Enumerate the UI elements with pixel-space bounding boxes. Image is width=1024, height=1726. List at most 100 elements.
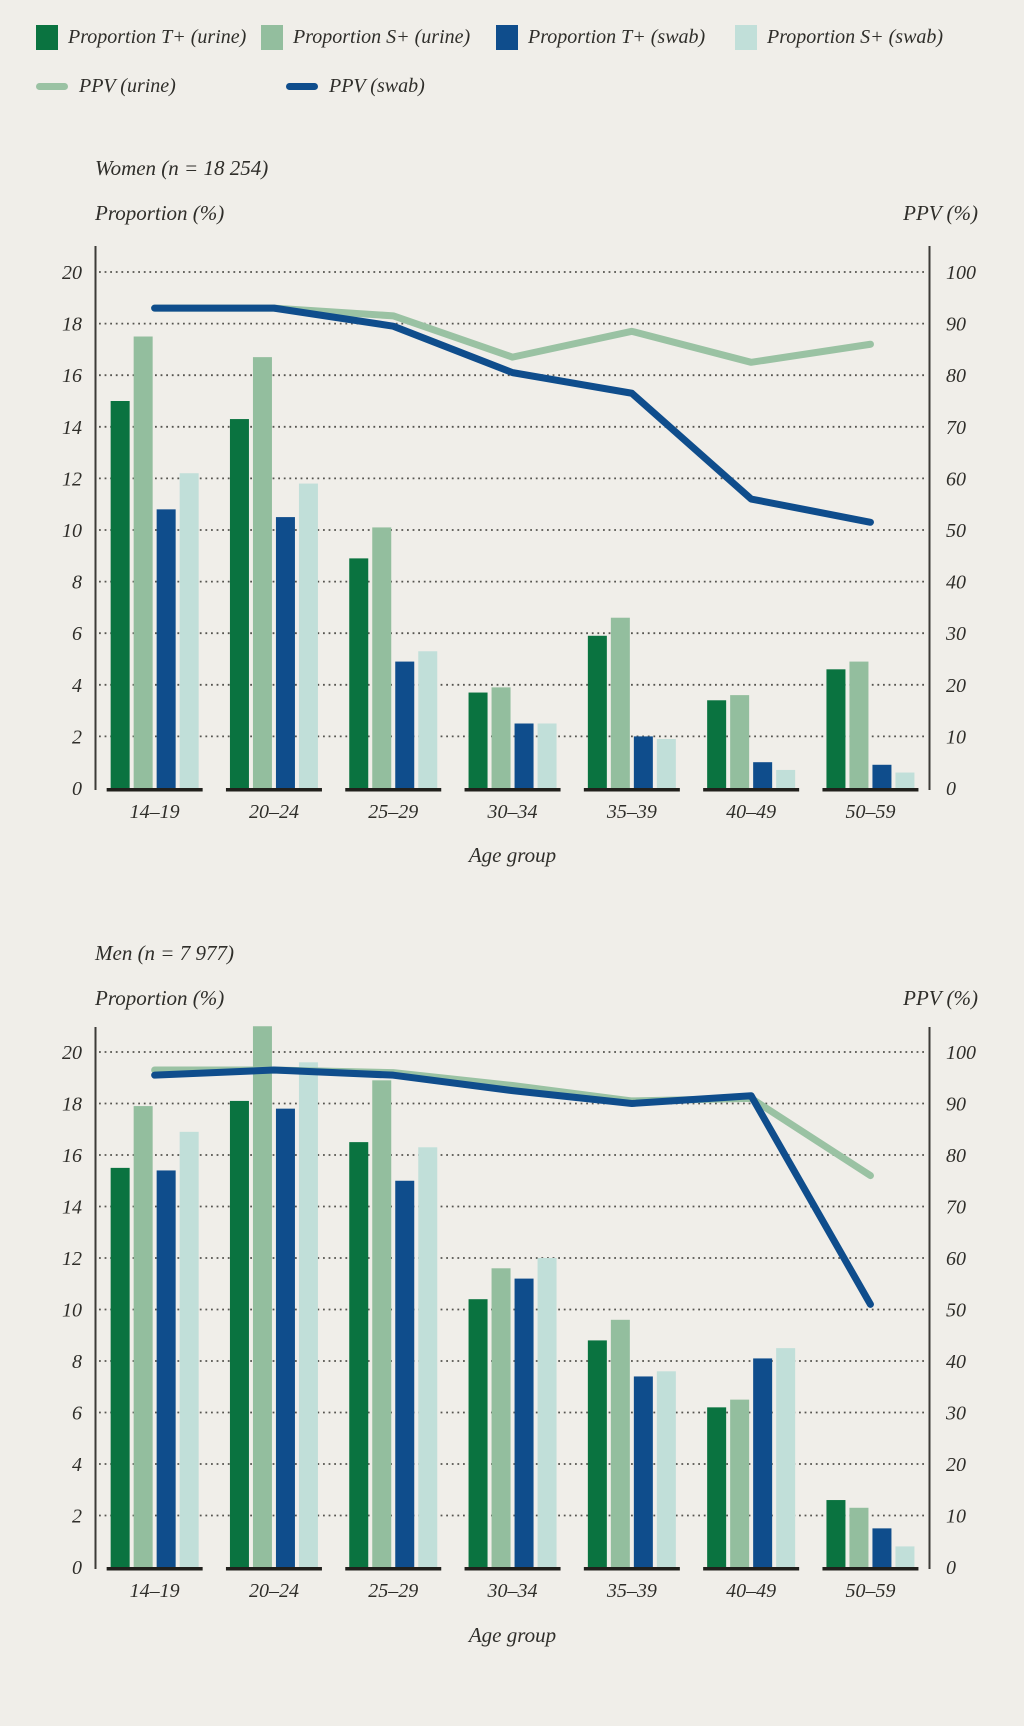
women-chart: 0 2 4 6 8 10 12 14 16 18 20 0 10 20 30 40 50 60 70 80 90 100 1… bbox=[62, 246, 976, 823]
men-left-tick-0: 0 bbox=[72, 1557, 82, 1579]
men-bar-20-24-t-swab bbox=[275, 1108, 295, 1567]
women-left-tick-10: 10 bbox=[62, 520, 82, 542]
women-chart-title: Women (n = 18 254) bbox=[95, 156, 269, 180]
women-xlabel-50-59: 50–59 bbox=[845, 801, 895, 823]
women-bar-14-19-s-swab bbox=[179, 473, 199, 788]
men-bar-40-49-s-urine bbox=[730, 1399, 750, 1567]
women-right-tick-40: 40 bbox=[946, 572, 966, 594]
men-bar-25-29-t-swab bbox=[395, 1180, 415, 1567]
men-xlabel-35-39: 35–39 bbox=[606, 1580, 657, 1602]
women-right-tick-0: 0 bbox=[946, 778, 956, 800]
men-left-tick-14: 14 bbox=[62, 1197, 82, 1219]
women-left-tick-4: 4 bbox=[72, 675, 82, 697]
legend-label: Proportion S+ (swab) bbox=[767, 25, 944, 48]
women-right-tick-50: 50 bbox=[946, 520, 966, 542]
men-left-tick-6: 6 bbox=[72, 1403, 82, 1425]
proportion-s-urine-swatch-icon bbox=[261, 24, 283, 50]
men-bar-35-39-s-urine bbox=[610, 1319, 630, 1567]
women-line-ppv-urine bbox=[151, 304, 874, 366]
women-right-tick-70: 70 bbox=[946, 417, 966, 439]
women-bar-30-34-s-swab bbox=[537, 723, 557, 788]
men-bar-20-24-t-urine bbox=[229, 1100, 249, 1567]
women-xlabel-25-29: 25–29 bbox=[368, 801, 418, 823]
women-right-tick-100: 100 bbox=[946, 262, 976, 284]
men-bar-20-24-s-urine bbox=[252, 1026, 272, 1567]
men-bar-35-39-s-swab bbox=[656, 1371, 676, 1567]
men-right-tick-20: 20 bbox=[946, 1454, 966, 1476]
men-bar-30-34-s-swab bbox=[537, 1258, 557, 1567]
legend-item-ppv-urine: PPV (urine) bbox=[36, 71, 176, 101]
men-bar-25-29-s-urine bbox=[372, 1080, 392, 1567]
men-bar-25-29-t-urine bbox=[349, 1142, 369, 1567]
women-left-tick-12: 12 bbox=[62, 468, 82, 490]
women-bar-25-29-t-swab bbox=[395, 661, 415, 788]
men-left-tick-16: 16 bbox=[62, 1145, 82, 1167]
women-right-tick-60: 60 bbox=[946, 468, 966, 490]
men-xlabel-30-34: 30–34 bbox=[487, 1580, 538, 1602]
women-left-tick-8: 8 bbox=[72, 572, 82, 594]
women-bar-50-59-s-urine bbox=[849, 661, 869, 788]
women-bar-40-49-s-urine bbox=[730, 695, 750, 788]
women-bar-20-24-s-swab bbox=[298, 483, 318, 788]
women-bar-40-49-t-swab bbox=[753, 762, 773, 788]
men-bar-35-39-t-urine bbox=[587, 1340, 607, 1567]
women-bar-20-24-t-urine bbox=[229, 419, 249, 788]
women-bar-14-19-t-swab bbox=[156, 509, 176, 788]
men-bar-30-34-t-urine bbox=[468, 1299, 488, 1567]
men-xlabel-40-49: 40–49 bbox=[726, 1580, 776, 1602]
men-bar-30-34-s-urine bbox=[491, 1268, 511, 1567]
men-bar-35-39-t-swab bbox=[633, 1376, 653, 1567]
women-left-tick-18: 18 bbox=[62, 314, 82, 336]
men-bar-50-59-s-urine bbox=[849, 1507, 869, 1567]
men-bar-20-24-s-swab bbox=[298, 1062, 318, 1567]
women-right-tick-30: 30 bbox=[945, 623, 966, 645]
women-right-tick-80: 80 bbox=[946, 365, 966, 387]
legend-item-proportion-t-urine: Proportion T+ (urine) bbox=[36, 22, 246, 52]
women-bar-25-29-s-urine bbox=[372, 527, 392, 788]
men-xaxis-title: Age group bbox=[468, 1623, 557, 1647]
men-left-tick-18: 18 bbox=[62, 1094, 82, 1116]
men-left-tick-4: 4 bbox=[72, 1454, 82, 1476]
men-bar-50-59-t-urine bbox=[826, 1500, 846, 1567]
men-left-axis-title: Proportion (%) bbox=[95, 986, 225, 1010]
women-bar-30-34-t-urine bbox=[468, 692, 488, 788]
men-right-tick-10: 10 bbox=[946, 1506, 966, 1528]
women-right-tick-90: 90 bbox=[946, 314, 966, 336]
women-left-tick-6: 6 bbox=[72, 623, 82, 645]
women-left-axis-title: Proportion (%) bbox=[95, 201, 225, 225]
women-left-tick-16: 16 bbox=[62, 365, 82, 387]
women-right-axis-title: PPV (%) bbox=[903, 201, 978, 225]
men-left-tick-8: 8 bbox=[72, 1351, 82, 1373]
legend-item-ppv-swab: PPV (swab) bbox=[286, 71, 425, 101]
men-left-tick-10: 10 bbox=[62, 1300, 82, 1322]
legend-label: Proportion S+ (urine) bbox=[293, 25, 471, 48]
women-left-tick-14: 14 bbox=[62, 417, 82, 439]
women-xaxis-title: Age group bbox=[468, 843, 557, 867]
women-bar-14-19-s-urine bbox=[133, 336, 153, 788]
men-bar-14-19-t-swab bbox=[156, 1170, 176, 1567]
ppv-urine-line-swatch-icon bbox=[36, 82, 68, 90]
legend-label: Proportion T+ (swab) bbox=[528, 25, 706, 48]
men-right-tick-60: 60 bbox=[946, 1248, 966, 1270]
women-line-ppv-swab bbox=[151, 304, 874, 526]
women-left-tick-20: 20 bbox=[62, 262, 82, 284]
proportion-t-urine-swatch-icon bbox=[36, 24, 58, 50]
women-right-tick-10: 10 bbox=[946, 726, 966, 748]
legend-item-proportion-s-urine: Proportion S+ (urine) bbox=[261, 22, 470, 52]
men-left-tick-20: 20 bbox=[62, 1042, 82, 1064]
women-right-tick-20: 20 bbox=[946, 675, 966, 697]
legend-label: PPV (swab) bbox=[329, 74, 425, 97]
legend-label: PPV (urine) bbox=[79, 74, 176, 97]
legend-item-proportion-s-swab: Proportion S+ (swab) bbox=[735, 22, 943, 52]
men-right-tick-30: 30 bbox=[945, 1403, 966, 1425]
women-xlabel-20-24: 20–24 bbox=[249, 801, 299, 823]
men-chart-title: Men (n = 7 977) bbox=[95, 941, 234, 965]
men-line-ppv-swab bbox=[151, 1066, 874, 1308]
men-bar-40-49-s-swab bbox=[776, 1348, 796, 1567]
women-left-tick-2: 2 bbox=[72, 726, 82, 748]
women-bar-50-59-t-urine bbox=[826, 669, 846, 788]
men-right-tick-90: 90 bbox=[946, 1094, 966, 1116]
men-xlabel-50-59: 50–59 bbox=[845, 1580, 895, 1602]
men-right-axis-title: PPV (%) bbox=[903, 986, 978, 1010]
women-bar-20-24-t-swab bbox=[275, 517, 295, 788]
